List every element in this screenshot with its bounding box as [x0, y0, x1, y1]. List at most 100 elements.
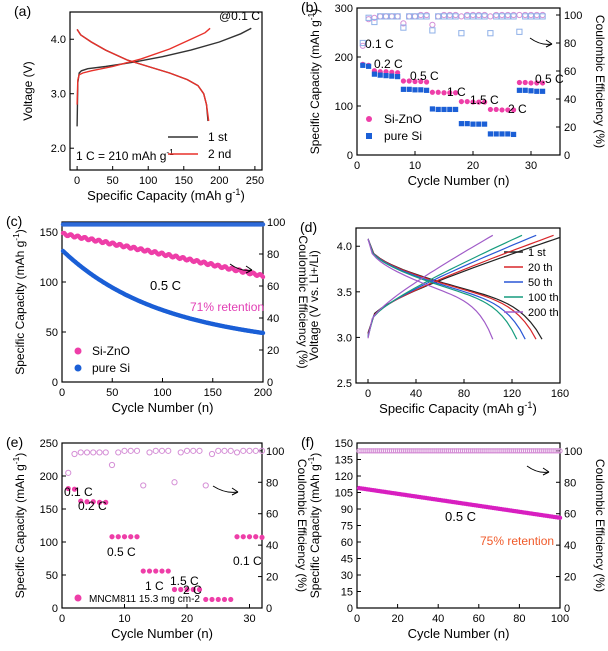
panel-e-point	[109, 534, 115, 540]
panel-e-rate-label: 2 C	[183, 583, 202, 597]
panel-a-panel-label: (a)	[14, 3, 31, 19]
panel-e-point	[190, 586, 196, 593]
panel-e-ce-arrow	[212, 485, 239, 493]
panel-e-point	[128, 534, 134, 540]
panel-e-point	[127, 447, 134, 454]
panel-c-si-zno-point	[260, 274, 266, 280]
panel-f-y-tick-label: 135	[335, 455, 353, 467]
panel-b-point	[522, 11, 529, 19]
panel-b-point	[458, 98, 464, 105]
panel-e-point	[246, 447, 253, 454]
panel-e-x-tick-label: 0	[59, 613, 65, 625]
panel-b-point	[406, 78, 412, 84]
panel-b-point	[389, 73, 395, 79]
panel-e-point	[196, 447, 203, 454]
panel-e-rate-label: 0.1 C	[64, 485, 93, 499]
panel-e-point	[96, 449, 103, 456]
panel-c-y2-tick-label: 100	[267, 217, 285, 229]
panel-b-point	[377, 13, 384, 20]
panel-e-rate-label: 0.5 C	[107, 545, 136, 559]
panel-b-point	[516, 79, 523, 86]
panel-b-point	[528, 88, 534, 94]
panel-b-point	[412, 87, 418, 93]
panel-b-point	[371, 18, 378, 26]
panel-b-point	[394, 13, 401, 20]
panel-d-legend-text: 100 th	[528, 292, 559, 304]
panel-b-point	[539, 11, 546, 19]
panel-d-charge-line	[367, 234, 554, 335]
panel-f-y-tick-label: 0	[347, 603, 353, 615]
panel-b-point	[440, 11, 448, 19]
panel-e-point	[227, 447, 234, 454]
panel-e-point	[228, 596, 234, 603]
panel-e-panel-label: (e)	[6, 434, 23, 450]
panel-b-point	[533, 11, 540, 19]
panel-e-y2-tick-label: 0	[266, 603, 272, 615]
panel-e-point	[234, 534, 240, 540]
panel-b-point	[412, 78, 418, 85]
panel-e-point	[171, 479, 178, 486]
panel-b-point	[533, 13, 540, 20]
panel-d-y-tick-label: 4.0	[337, 241, 352, 253]
panel-e-point	[115, 449, 122, 456]
panel-b-point	[388, 13, 395, 20]
panel-e-point	[253, 534, 259, 540]
panel-b-point	[476, 121, 482, 127]
panel-b-point	[406, 86, 412, 92]
panel-b-point	[400, 20, 407, 27]
panel-e-point	[77, 449, 84, 456]
panel-f-y2-tick-label: 80	[564, 477, 576, 489]
panel-e-point	[103, 499, 109, 505]
panel-b-point	[464, 98, 470, 105]
panel-c-ce-arrow	[229, 263, 253, 271]
panel-b-y-tick-label: 100	[335, 101, 353, 113]
panel-b-point	[504, 13, 511, 20]
panel-e-point	[133, 447, 141, 454]
panel-b-point	[371, 71, 377, 77]
panel-a-y-tick-label: 4.0	[51, 34, 66, 46]
panel-e-y-tick-label: 50	[46, 570, 58, 582]
panel-b-point	[435, 13, 442, 20]
panel-e-y-tick-label: 150	[40, 504, 58, 516]
panel-e-point	[102, 449, 109, 456]
panel-c-x-tick-label: 50	[106, 387, 118, 399]
panel-e-point	[140, 482, 147, 489]
panel-c-y2-tick-label: 0	[267, 377, 273, 389]
panel-b-panel-label: (b)	[301, 0, 318, 15]
panel-f-retention-note: 75% retention	[480, 534, 554, 548]
panel-d-frame	[355, 227, 561, 384]
panel-e-x-tick-label: 20	[181, 613, 193, 625]
panel-a-y-tick-label: 3.0	[51, 89, 66, 101]
panel-b-point	[394, 13, 401, 20]
panel-a-y-tick-label: 2.0	[51, 143, 66, 155]
panel-c-y-axis-label: Specific Capacity (mAh g-1)	[11, 229, 27, 375]
panel-e-point	[233, 449, 241, 456]
panel-e-point	[202, 482, 209, 489]
panel-b-point	[417, 11, 424, 19]
panel-b-point	[441, 106, 447, 113]
panel-c-x-tick-label: 100	[153, 387, 171, 399]
panel-b-point	[464, 121, 470, 127]
panel-b-point	[365, 14, 372, 21]
panel-b-point	[493, 13, 500, 20]
panel-b-point	[487, 131, 493, 137]
panel-d-y-tick-label: 3.5	[337, 287, 352, 299]
panel-b-point	[493, 106, 499, 113]
panel-e-point	[90, 499, 96, 505]
panel-b-legend-text: pure Si	[384, 129, 422, 143]
panel-c-legend-text: Si-ZnO	[92, 344, 130, 358]
panel-b-point	[435, 106, 441, 113]
panel-b-point	[510, 11, 517, 19]
panel-a-x-tick-label: 250	[246, 175, 264, 187]
panel-b-point	[516, 28, 523, 35]
panel-b-point	[447, 90, 453, 96]
panel-b-point	[418, 87, 424, 93]
panel-e-point	[196, 586, 203, 593]
panel-d-panel-label: (d)	[300, 219, 317, 235]
panel-b-point	[498, 13, 506, 20]
panel-a-x-tick-label: 100	[139, 175, 157, 187]
panel-b-point	[458, 121, 464, 127]
panel-d-legend-text: 50 th	[528, 277, 552, 289]
panel-b-point	[447, 106, 453, 113]
panel-f-y-tick-label: 15	[341, 587, 353, 599]
